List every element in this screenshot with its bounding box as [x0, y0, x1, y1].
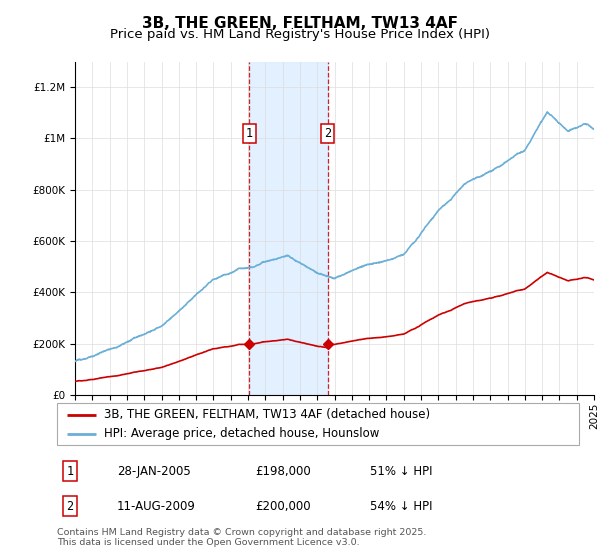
Text: 1: 1	[67, 465, 74, 478]
Text: 28-JAN-2005: 28-JAN-2005	[117, 465, 191, 478]
Text: 3B, THE GREEN, FELTHAM, TW13 4AF: 3B, THE GREEN, FELTHAM, TW13 4AF	[142, 16, 458, 31]
Text: 54% ↓ HPI: 54% ↓ HPI	[370, 500, 433, 512]
Text: 2: 2	[67, 500, 74, 512]
Text: 11-AUG-2009: 11-AUG-2009	[117, 500, 196, 512]
Bar	[249, 62, 328, 395]
Text: Price paid vs. HM Land Registry's House Price Index (HPI): Price paid vs. HM Land Registry's House …	[110, 28, 490, 41]
Text: £198,000: £198,000	[256, 465, 311, 478]
Text: Contains HM Land Registry data © Crown copyright and database right 2025.
This d: Contains HM Land Registry data © Crown c…	[57, 528, 427, 547]
FancyBboxPatch shape	[57, 403, 579, 445]
Text: £200,000: £200,000	[256, 500, 311, 512]
Text: 3B, THE GREEN, FELTHAM, TW13 4AF (detached house): 3B, THE GREEN, FELTHAM, TW13 4AF (detach…	[104, 408, 430, 421]
Text: 51% ↓ HPI: 51% ↓ HPI	[370, 465, 433, 478]
Text: 1: 1	[245, 127, 253, 140]
Text: 2: 2	[325, 127, 331, 140]
Text: HPI: Average price, detached house, Hounslow: HPI: Average price, detached house, Houn…	[104, 427, 379, 440]
